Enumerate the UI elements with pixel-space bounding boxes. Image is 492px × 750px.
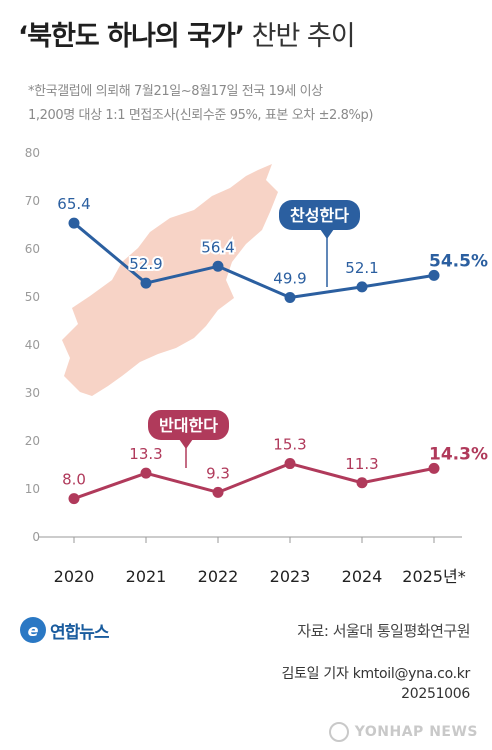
data-point: [284, 291, 296, 303]
data-point: [212, 486, 224, 498]
data-label: 8.0: [62, 471, 86, 489]
x-tick-label: 2023: [270, 567, 311, 586]
survey-note-line-1: *한국갤럽에 의뢰해 7월21일~8월17일 전국 19세 이상: [28, 84, 323, 99]
data-label: 15.3: [273, 436, 306, 454]
series-name-label: 찬성한다: [290, 206, 349, 225]
y-tick-label: 10: [25, 482, 40, 496]
x-tick-label: 2025년*: [402, 567, 465, 586]
data-point: [212, 260, 224, 272]
data-source: 자료: 서울대 통일평화연구원: [297, 622, 470, 640]
line-chart: 0 10 20 30 40 50 60 70 80 2020 2021 2022 2023 2024 202…: [25, 146, 490, 586]
data-label: 13.3: [129, 445, 162, 463]
callout-tail: [320, 229, 334, 239]
reporter-credit: 김토일 기자 kmtoil@yna.co.kr: [281, 666, 471, 682]
y-tick-label: 20: [25, 434, 40, 448]
data-label: 52.9: [129, 255, 162, 273]
chart-title-light: 찬반 추이: [244, 21, 356, 52]
y-tick-label: 60: [25, 242, 40, 256]
data-label: 52.1: [345, 259, 378, 277]
series-callout: 반대한다: [148, 410, 229, 468]
north-korea-map-shape: [62, 164, 278, 396]
data-label: 49.9: [273, 269, 306, 287]
data-point: [284, 458, 296, 470]
yonhap-logo: e 연합뉴스: [20, 615, 110, 645]
data-label: 11.3: [345, 455, 378, 473]
series-callout: 찬성한다: [279, 200, 360, 287]
series-line: [73, 221, 435, 299]
x-tick-label: 2021: [126, 567, 167, 586]
x-tick-label: 2022: [198, 567, 239, 586]
y-tick-label: 30: [25, 386, 40, 400]
data-label: 65.4: [57, 195, 90, 213]
watermark-text: YONHAP NEWS: [354, 724, 478, 740]
data-point: [428, 462, 440, 474]
data-label: 14.3%: [429, 444, 488, 464]
chart-series-layer: 65.4 52.9 56.4 49.9 52.1 54.5% 찬성한다 8.0 13.3 9.3 1…: [55, 193, 490, 505]
yonhap-logo-text: 연합뉴스: [50, 622, 110, 643]
x-tick-label: 2020: [54, 567, 95, 586]
y-tick-label: 0: [32, 530, 40, 544]
data-point: [68, 493, 80, 505]
y-tick-label: 40: [25, 338, 40, 352]
data-point: [428, 269, 440, 281]
data-label: 54.5%: [429, 251, 488, 271]
series-line: [73, 462, 435, 501]
series-name-label: 반대한다: [159, 416, 218, 435]
callout-box: [148, 410, 229, 440]
y-tick-label: 70: [25, 194, 40, 208]
series-disagree: 8.0 13.3 9.3 15.3 11.3 14.3% 반대한다: [60, 410, 490, 505]
data-point: [140, 277, 152, 289]
data-label: 9.3: [206, 464, 230, 482]
data-point: [140, 467, 152, 479]
watermark-logo-icon: [328, 722, 349, 742]
data-label: 56.4: [201, 238, 234, 256]
chart-axis-layer: 0 10 20 30 40 50 60 70 80 2020 2021 2022 2023 2024 202…: [25, 146, 466, 586]
y-tick-label: 80: [25, 146, 40, 160]
callout-box: [279, 200, 360, 230]
data-point: [356, 477, 368, 489]
y-tick-label: 50: [25, 290, 40, 304]
survey-note-line-2: 1,200명 대상 1:1 면접조사(신뢰수준 95%, 표본 오차 ±2.8%…: [28, 108, 374, 123]
series-agree: 65.4 52.9 56.4 49.9 52.1 54.5% 찬성한다: [55, 193, 490, 303]
publish-date: 20251006: [401, 686, 470, 702]
chart-title-strong: ‘북한도 하나의 국가’: [18, 21, 245, 52]
callout-tail: [179, 439, 193, 449]
yonhap-logo-icon: e: [20, 617, 46, 643]
x-tick-label: 2024: [342, 567, 383, 586]
watermark: YONHAP NEWS: [328, 722, 478, 742]
chart-title: ‘북한도 하나의 국가’ 찬반 추이: [18, 20, 356, 54]
data-point: [356, 281, 368, 293]
data-point: [68, 217, 80, 229]
credit-block: 김토일 기자 kmtoil@yna.co.kr 20251006: [282, 664, 471, 704]
